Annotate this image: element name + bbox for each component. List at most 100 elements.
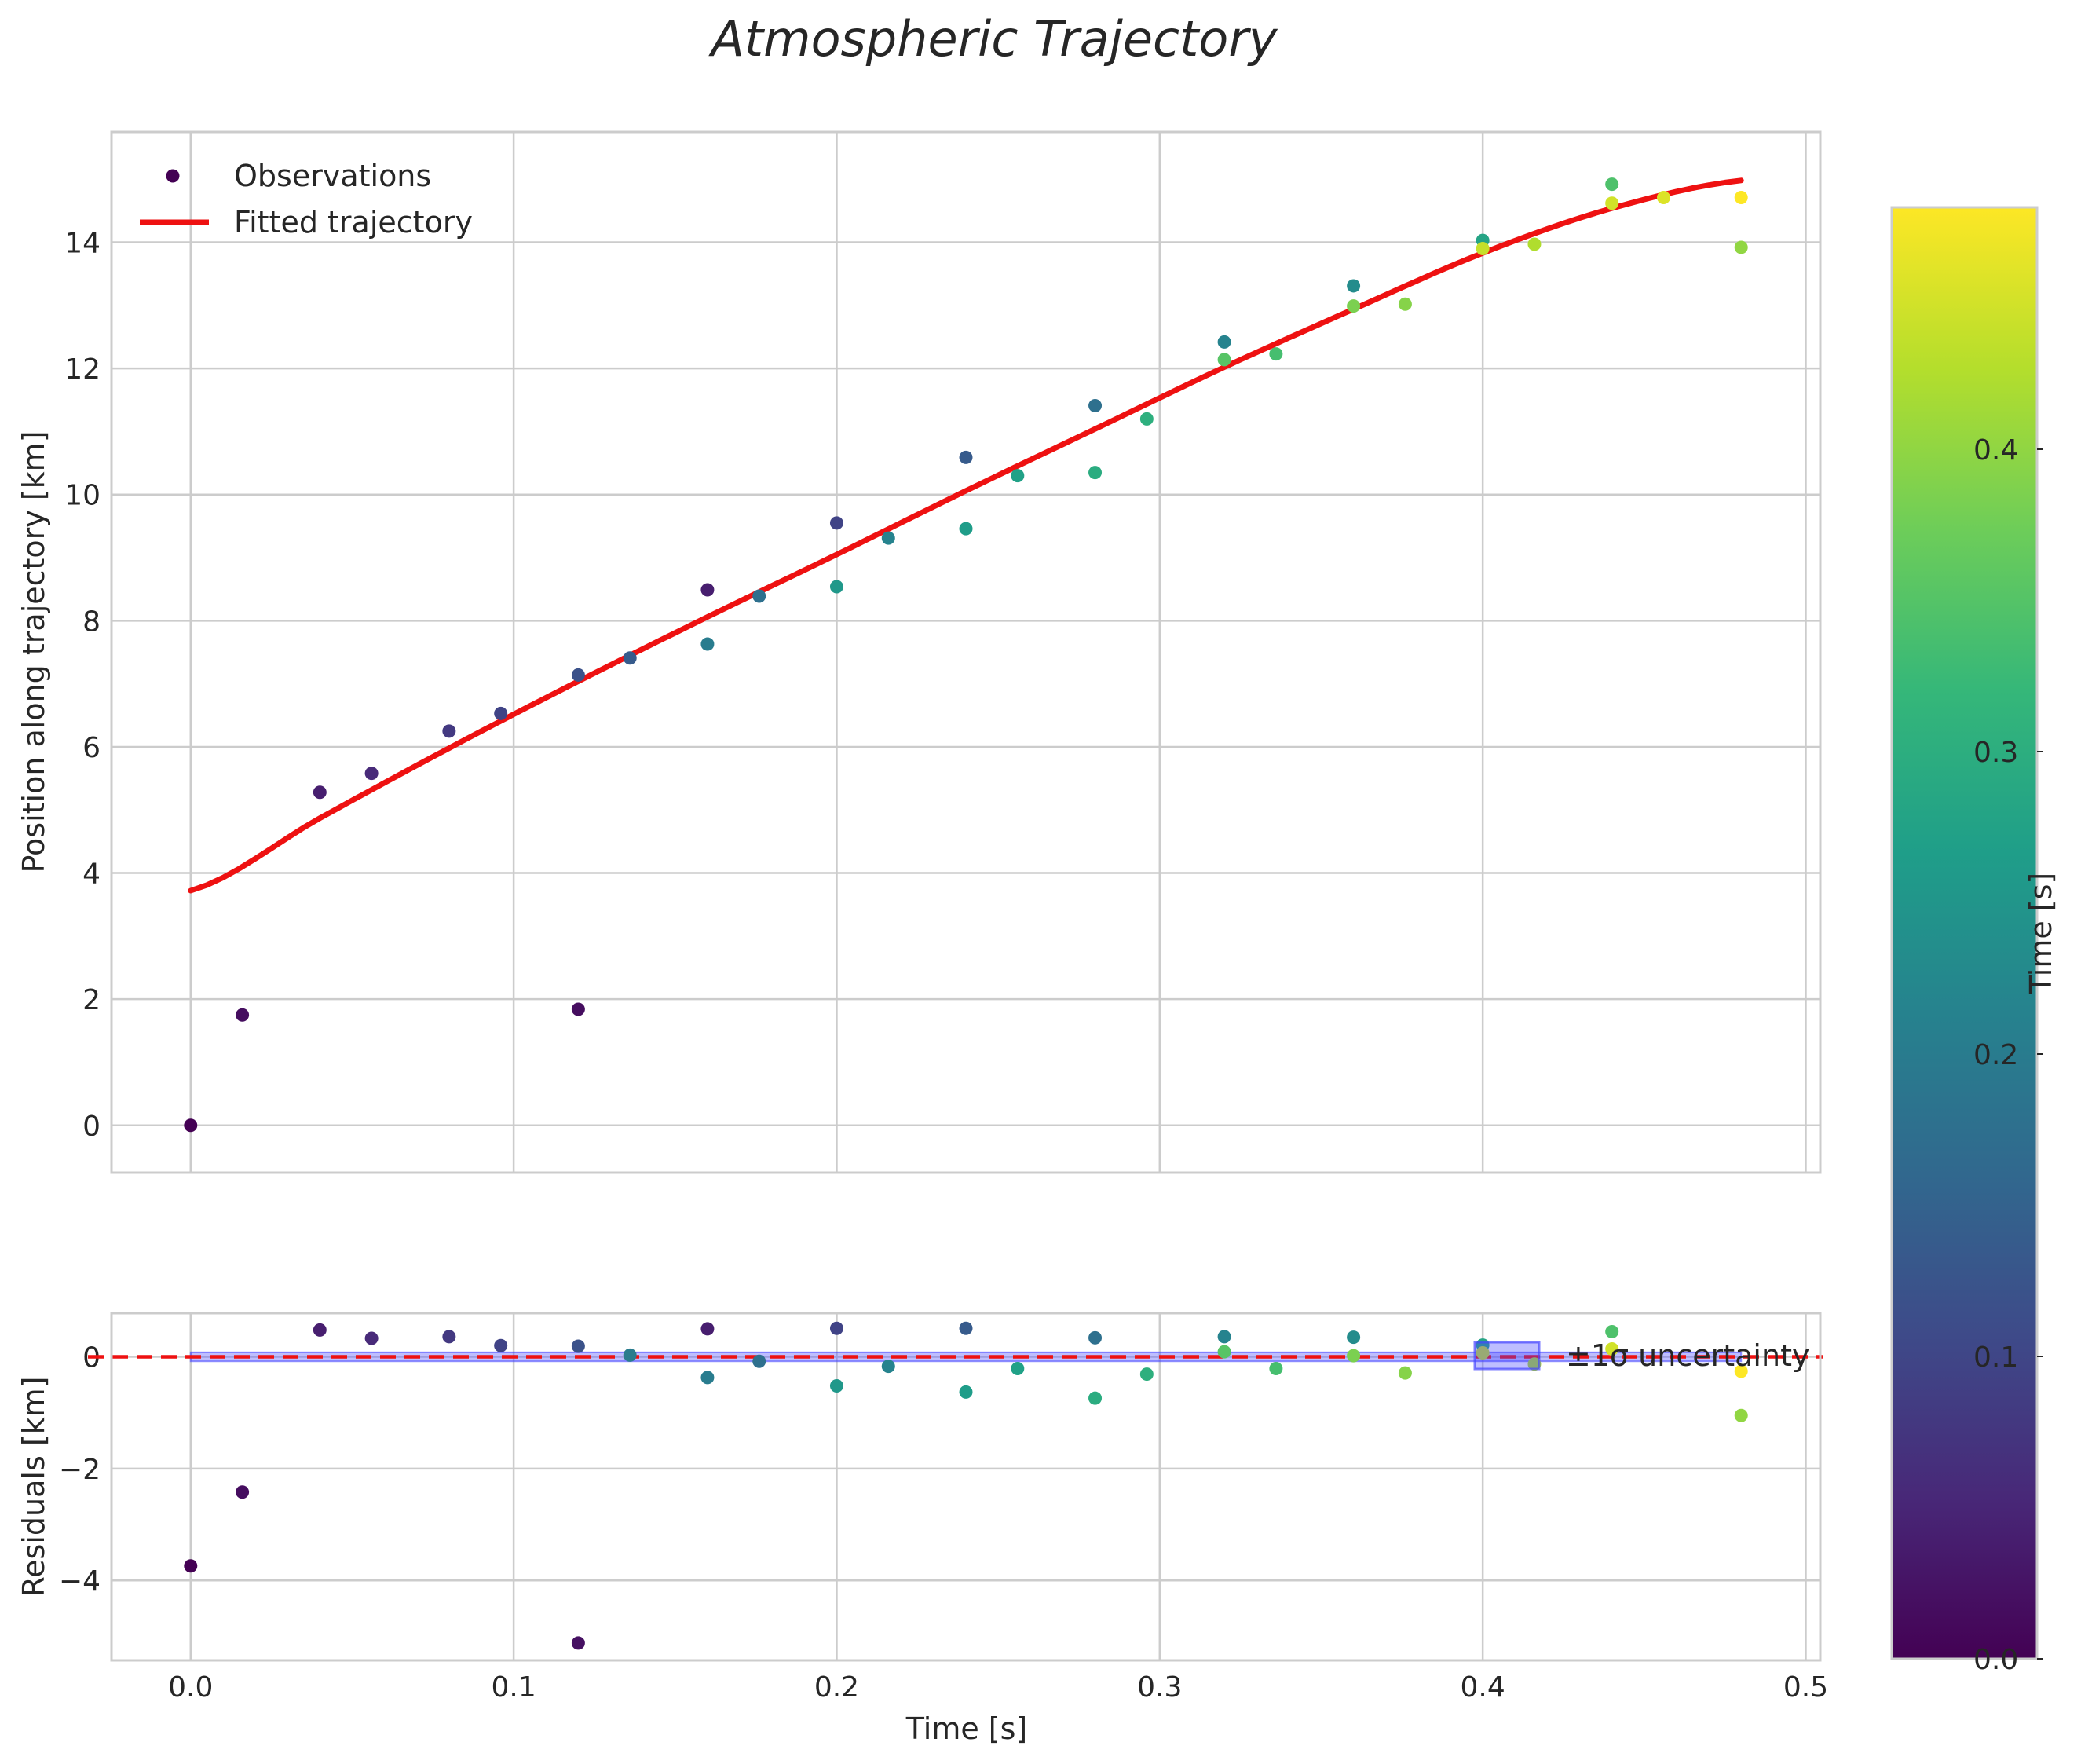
observation-point: [571, 668, 585, 682]
x-tick-label: 0.5: [1783, 1671, 1828, 1704]
observation-point: [829, 580, 843, 594]
residual-point: [959, 1385, 973, 1399]
bottom-y-tick-labels: 0−2−4: [59, 1342, 101, 1598]
residual-point: [1269, 1361, 1283, 1375]
top-plot-area: [112, 132, 1820, 1173]
observation-point: [959, 450, 973, 464]
residual-point: [364, 1331, 379, 1345]
residual-point: [236, 1485, 250, 1499]
colorbar-tick-label: 0.0: [1973, 1644, 2018, 1676]
residual-point: [1217, 1345, 1231, 1359]
observation-point: [442, 724, 456, 738]
x-tick-label: 0.4: [1461, 1671, 1505, 1704]
residual-point: [1398, 1366, 1412, 1380]
residual-point: [571, 1339, 585, 1353]
top-y-tick-label: 4: [82, 858, 101, 891]
bottom-frame: [110, 1312, 1822, 1662]
residual-point: [829, 1379, 843, 1393]
residual-point: [1347, 1330, 1361, 1345]
observation-point: [236, 1008, 250, 1022]
legend-observations-label: Observations: [234, 159, 431, 193]
residual-point: [184, 1559, 198, 1573]
colorbar-tick-label: 0.2: [1973, 1039, 2018, 1071]
observation-point: [494, 706, 508, 720]
legend-fit-label: Fitted trajectory: [234, 205, 473, 240]
top-y-tick-label: 8: [82, 606, 101, 638]
observation-point: [1605, 196, 1619, 210]
legend-uncertainty-label: ±1σ uncertainty: [1566, 1338, 1809, 1373]
x-tick-label: 0.1: [491, 1671, 536, 1704]
residual-point: [1734, 1364, 1748, 1378]
observation-point: [1734, 191, 1748, 205]
observation-point: [1347, 279, 1361, 293]
top-y-tick-label: 0: [82, 1111, 101, 1143]
residual-point: [313, 1323, 327, 1337]
bottom-y-tick-label: −2: [59, 1454, 101, 1486]
chart-title: Atmospheric Trajectory: [708, 10, 1278, 68]
observation-point: [1088, 399, 1103, 413]
x-tick-label: 0.3: [1137, 1671, 1182, 1704]
top-y-tick-labels: 0 2 4 6 8 10 12 14: [64, 228, 101, 1143]
observation-point: [752, 589, 766, 603]
observation-point: [700, 583, 715, 597]
observation-point: [184, 1118, 198, 1133]
residual-point: [881, 1360, 895, 1374]
legend-observations-marker: [166, 169, 180, 183]
x-axis-label: Time [s]: [905, 1711, 1028, 1746]
observation-point: [1734, 240, 1748, 254]
residual-point: [829, 1321, 843, 1335]
top-y-tick-label: 10: [64, 480, 101, 512]
observation-point: [700, 637, 715, 651]
top-y-tick-label: 14: [64, 228, 101, 260]
residual-point: [1011, 1361, 1025, 1375]
residual-point: [1605, 1324, 1619, 1338]
colorbar-tick-label: 0.1: [1973, 1341, 2018, 1374]
residual-point: [1476, 1346, 1490, 1360]
x-tick-labels: 0.0 0.1 0.2 0.3 0.4 0.5: [168, 1671, 1828, 1704]
colorbar-label: Time [s]: [2024, 873, 2058, 995]
residual-point: [494, 1338, 508, 1352]
observation-point: [959, 522, 973, 536]
top-y-tick-label: 6: [82, 732, 101, 764]
observation-point: [829, 516, 843, 530]
residual-point: [1347, 1349, 1361, 1363]
bottom-panel: 0−2−4 0.00.10.20.30.40.5 ±1σ uncertainty…: [16, 1312, 1828, 1746]
observation-point: [623, 651, 637, 665]
residual-point: [700, 1371, 715, 1385]
residual-point: [1605, 1342, 1619, 1356]
colorbar-tick-label: 0.3: [1973, 737, 2018, 769]
observation-point: [1656, 191, 1670, 205]
observation-point: [1347, 299, 1361, 313]
bottom-y-axis-label: Residuals [km]: [16, 1376, 51, 1597]
observation-point: [1476, 242, 1490, 256]
top-y-axis-label: Position along trajectory [km]: [16, 430, 51, 873]
residual-point: [1139, 1367, 1154, 1382]
observation-point: [571, 1002, 585, 1016]
x-tick-label: 0.0: [168, 1671, 213, 1704]
observation-point: [364, 767, 379, 781]
colorbar-tick-labels: 0.0 0.1 0.2 0.3 0.4: [1973, 434, 2043, 1676]
residual-point: [700, 1322, 715, 1336]
residual-point: [1734, 1408, 1748, 1422]
residual-point: [623, 1348, 637, 1362]
observation-point: [1217, 353, 1231, 367]
top-panel: 0 2 4 6 8 10 12 14 Position along trajectory [k…: [16, 130, 1822, 1174]
top-y-tick-label: 2: [82, 984, 101, 1016]
residual-point: [1217, 1330, 1231, 1344]
top-y-tick-label: 12: [64, 353, 101, 386]
bottom-y-tick-label: −4: [59, 1565, 101, 1597]
observation-point: [1398, 297, 1412, 311]
top-frame: [110, 130, 1822, 1174]
residual-point: [959, 1321, 973, 1335]
residual-point: [752, 1354, 766, 1368]
residual-point: [571, 1636, 585, 1650]
observation-point: [1269, 347, 1283, 361]
observation-point: [881, 531, 895, 545]
observation-point: [1527, 237, 1542, 251]
bottom-plot-area: [112, 1313, 1820, 1660]
x-tick-label: 0.2: [814, 1671, 859, 1704]
observation-point: [1139, 412, 1154, 426]
residual-point: [1088, 1391, 1103, 1405]
colorbar-tick-label: 0.4: [1973, 434, 2018, 467]
